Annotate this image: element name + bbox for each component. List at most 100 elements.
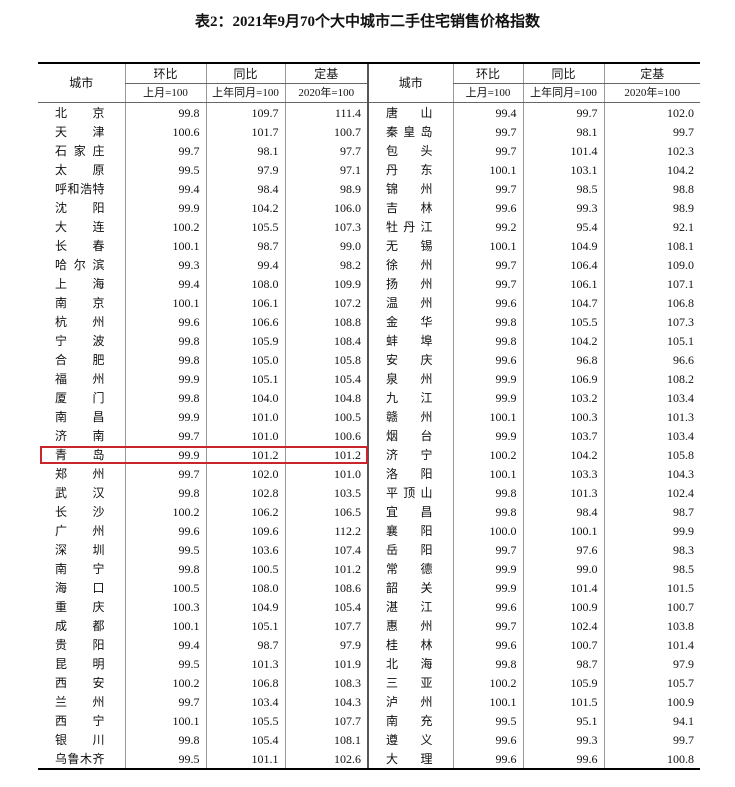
index-cell: 100.9 [603, 692, 700, 711]
index-cell: 99.5 [124, 160, 206, 179]
title: 表2：2021年9月70个大中城市二手住宅销售价格指数 [194, 14, 540, 30]
index-cell: 97.9 [284, 635, 368, 654]
city-cell: 大理 [367, 749, 453, 770]
index-cell: 99.7 [452, 274, 523, 293]
index-cell: 98.4 [205, 179, 285, 198]
index-cell: 104.3 [284, 692, 368, 711]
index-cell: 99.8 [452, 312, 523, 331]
index-cell: 107.2 [284, 293, 368, 312]
index-cell: 101.0 [284, 464, 368, 483]
index-cell: 99.6 [452, 730, 523, 749]
index-cell: 99.7 [124, 426, 206, 445]
index-cell: 109.9 [284, 274, 368, 293]
index-cell: 96.6 [603, 350, 700, 369]
index-cell: 101.4 [522, 141, 604, 160]
index-cell: 105.5 [205, 217, 285, 236]
index-cell: 98.7 [205, 236, 285, 255]
highlight-box [40, 445, 368, 464]
table-row: 长沙 100.2 106.2 106.5 宜昌 99.8 98.4 98.7 [38, 502, 700, 521]
index-cell: 98.3 [603, 540, 700, 559]
index-cell: 99.9 [452, 426, 523, 445]
index-cell: 100.1 [452, 692, 523, 711]
index-cell: 103.4 [205, 692, 285, 711]
index-cell: 104.3 [603, 464, 700, 483]
city-cell: 西宁 [55, 713, 105, 728]
index-cell: 99.7 [452, 141, 523, 160]
index-cell: 106.1 [522, 274, 604, 293]
index-cell: 100.5 [205, 559, 285, 578]
index-cell: 100.1 [452, 236, 523, 255]
city-cell: 大连 [55, 219, 105, 234]
index-cell: 99.8 [452, 654, 523, 673]
index-cell: 104.9 [205, 597, 285, 616]
index-cell: 109.6 [205, 521, 285, 540]
index-cell: 100.2 [124, 673, 206, 692]
index-cell: 104.2 [205, 198, 285, 217]
index-cell: 100.2 [124, 502, 206, 521]
index-cell: 107.7 [284, 616, 368, 635]
table-row: 石家庄 99.7 98.1 97.7 包头 99.7 101.4 102.3 [38, 141, 700, 160]
city-cell: 长沙 [55, 504, 105, 519]
index-cell: 98.5 [603, 559, 700, 578]
index-cell: 100.2 [124, 217, 206, 236]
index-cell: 101.3 [205, 654, 285, 673]
city-cell: 南充 [367, 711, 453, 730]
header-row: 上月=100 上年同月=100 2020年=100 上月=100 上年同月=100 202… [38, 83, 700, 103]
city-cell: 烟台 [367, 426, 453, 445]
index-cell: 94.1 [603, 711, 700, 730]
city-cell: 济宁 [367, 445, 453, 464]
index-cell: 97.6 [522, 540, 604, 559]
city-cell: 蚌埠 [367, 331, 453, 350]
index-cell: 99.4 [205, 255, 285, 274]
index-cell: 108.6 [284, 578, 368, 597]
index-cell: 98.1 [522, 122, 604, 141]
index-cell: 99.8 [124, 350, 206, 369]
index-cell: 99.5 [124, 540, 206, 559]
index-cell: 99.7 [452, 540, 523, 559]
index-cell: 99.9 [124, 407, 206, 426]
index-cell: 106.8 [205, 673, 285, 692]
index-cell: 108.1 [603, 236, 700, 255]
index-cell: 98.7 [522, 654, 604, 673]
index-cell: 108.8 [284, 312, 368, 331]
index-cell: 99.7 [124, 692, 206, 711]
index-cell: 103.6 [205, 540, 285, 559]
city-cell: 平顶山 [367, 483, 453, 502]
index-cell: 99.0 [522, 559, 604, 578]
index-cell: 97.1 [284, 160, 368, 179]
index-cell: 99.7 [124, 464, 206, 483]
table-row: 南宁 99.8 100.5 101.2 常德 99.9 99.0 98.5 [38, 559, 700, 578]
index-cell: 101.3 [603, 407, 700, 426]
city-cell: 安庆 [367, 350, 453, 369]
index-cell: 100.3 [522, 407, 604, 426]
index-cell: 105.1 [205, 616, 285, 635]
index-cell: 107.1 [603, 274, 700, 293]
index-cell: 99.8 [124, 388, 206, 407]
index-cell: 100.1 [452, 160, 523, 179]
index-cell: 98.9 [603, 198, 700, 217]
city-cell: 贵阳 [55, 637, 105, 652]
index-cell: 100.1 [124, 293, 206, 312]
table-row: 昆明 99.5 101.3 101.9 北海 99.8 98.7 97.9 [38, 654, 700, 673]
index-cell: 100.6 [124, 122, 206, 141]
index-cell: 103.1 [522, 160, 604, 179]
index-cell: 98.2 [284, 255, 368, 274]
table-row: 南昌 99.9 101.0 100.5 赣州 100.1 100.3 101.3 [38, 407, 700, 426]
city-cell: 武汉 [55, 485, 105, 500]
city-cell: 长春 [55, 238, 105, 253]
index-cell: 100.1 [452, 464, 523, 483]
index-cell: 99.6 [452, 293, 523, 312]
index-cell: 107.7 [284, 711, 368, 730]
index-cell: 99.8 [124, 102, 206, 122]
index-cell: 99.4 [124, 274, 206, 293]
table-row: 福州 99.9 105.1 105.4 泉州 99.9 106.9 108.2 [38, 369, 700, 388]
index-cell: 106.4 [522, 255, 604, 274]
index-cell: 95.1 [522, 711, 604, 730]
index-cell: 101.7 [205, 122, 285, 141]
index-cell: 108.3 [284, 673, 368, 692]
table-row: 兰州 99.7 103.4 104.3 泸州 100.1 101.5 100.9 [38, 692, 700, 711]
index-cell: 112.2 [284, 521, 368, 540]
index-cell: 105.1 [603, 331, 700, 350]
column-header: 同比 [522, 62, 604, 84]
table-row: 贵阳 99.4 98.7 97.9 桂林 99.6 100.7 101.4 [38, 635, 700, 654]
